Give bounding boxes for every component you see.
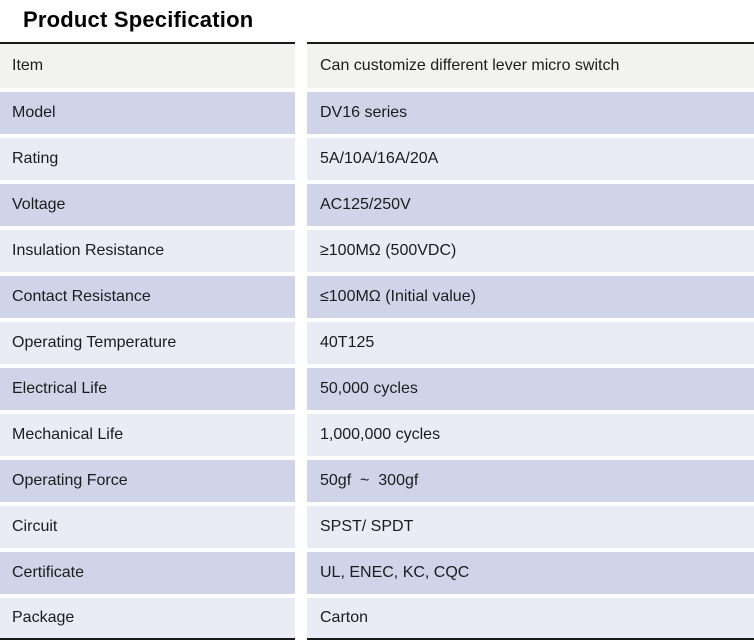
spec-row-circuit: Circuit SPST/ SPDT xyxy=(0,506,754,548)
spec-row-package: Package Carton xyxy=(0,598,754,640)
spec-row-certificate: Certificate UL, ENEC, KC, CQC xyxy=(0,552,754,594)
spec-value-certificate: UL, ENEC, KC, CQC xyxy=(307,552,754,594)
spec-label-certificate: Certificate xyxy=(0,552,295,594)
spec-value-model: DV16 series xyxy=(307,92,754,134)
column-gutter xyxy=(295,552,307,594)
spec-value-item: Can customize different lever micro swit… xyxy=(307,42,754,88)
column-gutter xyxy=(295,230,307,272)
spec-value-package: Carton xyxy=(307,598,754,640)
spec-value-rating: 5A/10A/16A/20A xyxy=(307,138,754,180)
column-gutter xyxy=(295,368,307,410)
spec-label-model: Model xyxy=(0,92,295,134)
column-gutter xyxy=(295,322,307,364)
column-gutter xyxy=(295,506,307,548)
page-header: Product Specification xyxy=(0,0,754,42)
spec-row-operating-force: Operating Force 50gf ~ 300gf xyxy=(0,460,754,502)
column-gutter xyxy=(295,598,307,640)
spec-label-electrical-life: Electrical Life xyxy=(0,368,295,410)
spec-row-item: Item Can customize different lever micro… xyxy=(0,42,754,88)
spec-row-contact-resistance: Contact Resistance ≤100MΩ (Initial value… xyxy=(0,276,754,318)
spec-value-mechanical-life: 1,000,000 cycles xyxy=(307,414,754,456)
spec-label-circuit: Circuit xyxy=(0,506,295,548)
spec-table: Item Can customize different lever micro… xyxy=(0,42,754,640)
spec-value-circuit: SPST/ SPDT xyxy=(307,506,754,548)
spec-row-insulation-resistance: Insulation Resistance ≥100MΩ (500VDC) xyxy=(0,230,754,272)
spec-value-contact-resistance: ≤100MΩ (Initial value) xyxy=(307,276,754,318)
column-gutter xyxy=(295,276,307,318)
spec-row-rating: Rating 5A/10A/16A/20A xyxy=(0,138,754,180)
spec-row-mechanical-life: Mechanical Life 1,000,000 cycles xyxy=(0,414,754,456)
spec-label-contact-resistance: Contact Resistance xyxy=(0,276,295,318)
column-gutter xyxy=(295,92,307,134)
spec-value-insulation-resistance: ≥100MΩ (500VDC) xyxy=(307,230,754,272)
column-gutter xyxy=(295,460,307,502)
spec-label-package: Package xyxy=(0,598,295,640)
column-gutter xyxy=(295,138,307,180)
spec-value-electrical-life: 50,000 cycles xyxy=(307,368,754,410)
spec-row-voltage: Voltage AC125/250V xyxy=(0,184,754,226)
spec-label-voltage: Voltage xyxy=(0,184,295,226)
spec-value-voltage: AC125/250V xyxy=(307,184,754,226)
spec-row-operating-temperature: Operating Temperature 40T125 xyxy=(0,322,754,364)
spec-value-operating-temperature: 40T125 xyxy=(307,322,754,364)
spec-label-item: Item xyxy=(0,42,295,88)
column-gutter xyxy=(295,184,307,226)
column-gutter xyxy=(295,42,307,88)
page-title: Product Specification xyxy=(23,7,254,32)
spec-row-electrical-life: Electrical Life 50,000 cycles xyxy=(0,368,754,410)
spec-row-model: Model DV16 series xyxy=(0,92,754,134)
spec-value-operating-force: 50gf ~ 300gf xyxy=(307,460,754,502)
spec-label-operating-temperature: Operating Temperature xyxy=(0,322,295,364)
spec-label-mechanical-life: Mechanical Life xyxy=(0,414,295,456)
spec-label-rating: Rating xyxy=(0,138,295,180)
column-gutter xyxy=(295,414,307,456)
spec-label-insulation-resistance: Insulation Resistance xyxy=(0,230,295,272)
spec-label-operating-force: Operating Force xyxy=(0,460,295,502)
